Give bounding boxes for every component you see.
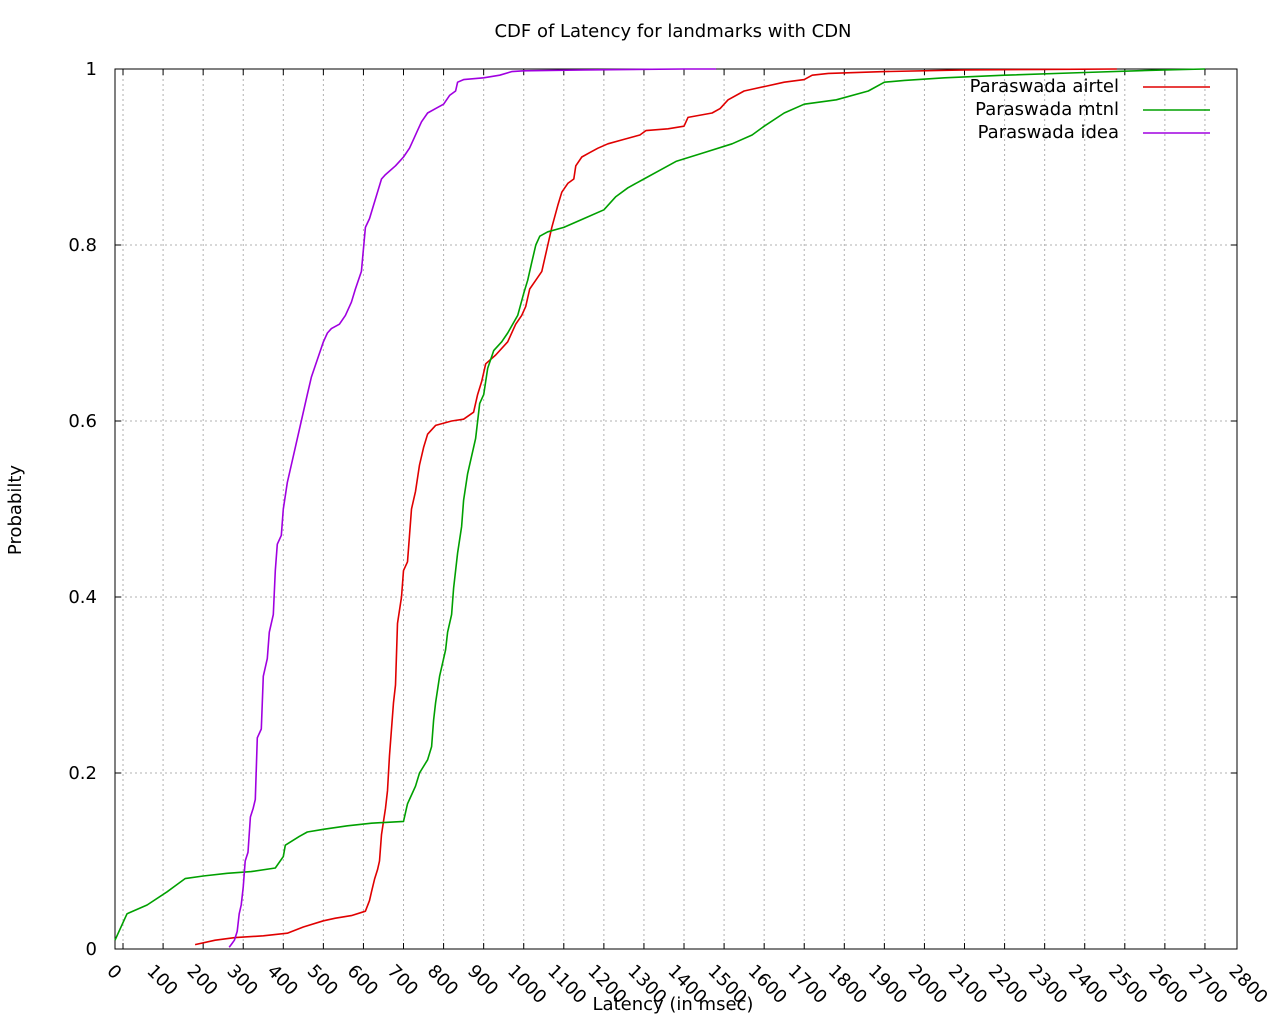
y-axis-label: Probabilty <box>5 465 26 555</box>
x-tick-label: 800 <box>423 961 462 1000</box>
x-tick-label: 2300 <box>1024 961 1071 1008</box>
x-tick-label: 2800 <box>1224 961 1271 1008</box>
x-tick-label: 100 <box>143 961 182 1000</box>
x-axis-label: Latency (in msec) <box>593 994 754 1015</box>
x-tick-label: 1000 <box>503 961 550 1008</box>
y-tick-label: 1 <box>86 59 97 80</box>
legend-label: Paraswada airtel <box>970 76 1119 97</box>
x-tick-label: 200 <box>183 961 222 1000</box>
series-line-1 <box>114 68 1205 941</box>
x-tick-label: 700 <box>383 961 422 1000</box>
x-tick-label: 900 <box>463 961 502 1000</box>
legend-label: Paraswada mtnl <box>975 99 1119 120</box>
series-line-2 <box>228 68 717 948</box>
x-tick-label: 2200 <box>984 961 1031 1008</box>
x-tick-label: 2100 <box>944 961 991 1008</box>
x-tick-label: 2700 <box>1184 961 1231 1008</box>
x-tick-label: 300 <box>223 961 262 1000</box>
x-tick-label: 1900 <box>864 961 911 1008</box>
x-tick-label: 2500 <box>1104 961 1151 1008</box>
x-tick-label: 600 <box>343 961 382 1000</box>
x-tick-label: 1700 <box>784 961 831 1008</box>
y-tick-label: 0 <box>86 939 97 960</box>
x-tick-label: 400 <box>263 961 302 1000</box>
x-tick-label: 2400 <box>1064 961 1111 1008</box>
x-tick-label: 2600 <box>1144 961 1191 1008</box>
y-tick-label: 0.6 <box>68 411 97 432</box>
grid <box>115 69 1237 949</box>
x-tick-label: 500 <box>303 961 342 1000</box>
legend-label: Paraswada idea <box>978 122 1119 143</box>
series-line-0 <box>194 68 1117 946</box>
chart-title: CDF of Latency for landmarks with CDN <box>494 21 851 42</box>
x-tick-label: 1800 <box>824 961 871 1008</box>
y-tick-label: 0.4 <box>68 587 97 608</box>
series-lines <box>114 68 1205 948</box>
x-tick-label: 0 <box>102 961 125 984</box>
x-tick-label: 1100 <box>543 961 590 1008</box>
x-tick-label: 2000 <box>904 961 951 1008</box>
y-tick-label: 0.2 <box>68 763 97 784</box>
y-tick-label: 0.8 <box>68 235 97 256</box>
